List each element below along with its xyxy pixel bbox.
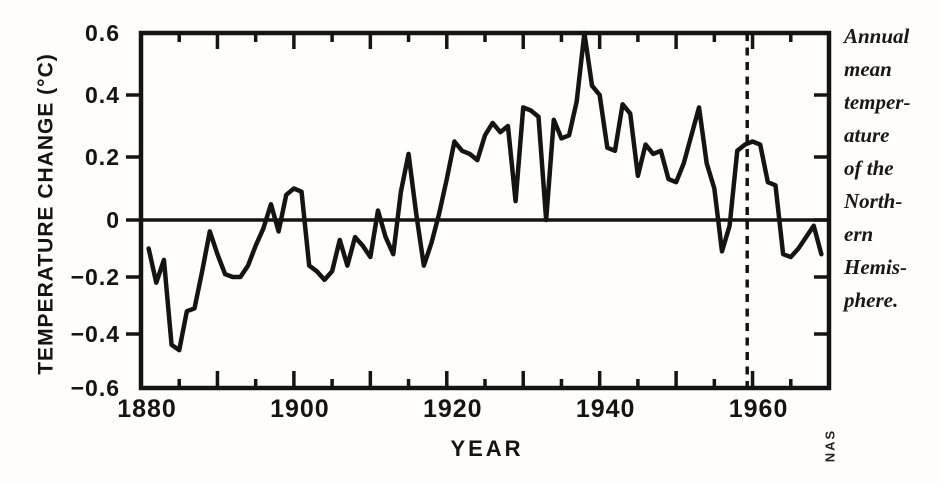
caption-line: phere. (844, 288, 899, 312)
x-tick-label: 1960 (729, 395, 789, 423)
y-tick-label: 0.2 (85, 144, 120, 170)
temperature-line (146, 30, 824, 353)
caption-line: ature (844, 123, 890, 147)
y-tick-label: −0.6 (71, 375, 120, 401)
x-tick-label: 1900 (270, 395, 330, 423)
y-tick-label: 0.6 (85, 20, 120, 46)
x-tick-label: 1920 (423, 395, 483, 423)
y-tick-label: −0.4 (71, 321, 120, 347)
figure-caption: Annual mean temper-ature of the North-ern Hem… (844, 20, 940, 317)
caption-line: ern (844, 222, 874, 246)
x-tick-label: 1940 (576, 395, 636, 423)
y-tick-label: −0.2 (71, 264, 120, 290)
y-tick-label: 0.4 (85, 82, 120, 108)
caption-line: North- (844, 189, 903, 213)
credit-nas: NAS (822, 428, 838, 463)
y-tick-label: 0 (106, 207, 120, 233)
caption-line: of the (844, 156, 894, 180)
x-axis-title: YEAR (450, 436, 524, 461)
plot-border (138, 30, 832, 391)
caption-line: mean (844, 57, 892, 81)
caption-line: Hemis- (844, 255, 907, 279)
x-tick-label: 1880 (117, 395, 177, 423)
caption-line: temper- (844, 90, 911, 114)
caption-line: Annual (844, 24, 910, 48)
y-axis-title: TEMPERATURE CHANGE (°C) (34, 53, 58, 375)
